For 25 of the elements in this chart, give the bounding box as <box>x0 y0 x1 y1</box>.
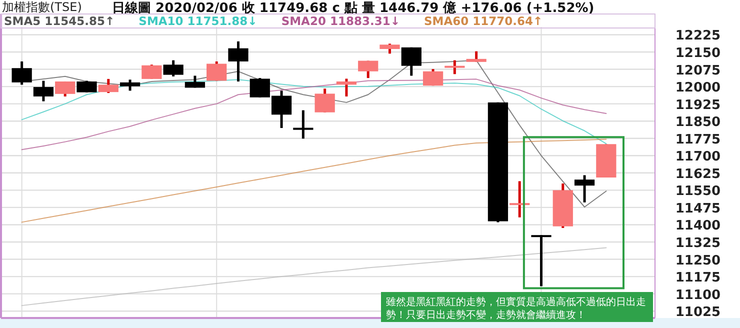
chart-subtitle: 日線圖 2020/02/06 收 11749.68 c 點 量 1446.79 億 +176.06 (+1.52%) <box>112 0 594 16</box>
y-tick-label: 11850 <box>675 115 721 130</box>
text: SMA5 11545.85↑ <box>4 14 115 28</box>
annotation: 雖然是黑紅黑紅的走勢，但實質是高過高低不過低的日出走勢！只要日出走勢不變，走勢就會繼續進攻！ <box>386 296 646 321</box>
y-tick-label: 11475 <box>675 201 721 216</box>
text: SMA10 11751.88↓ <box>138 14 258 28</box>
text: SMA20 11883.31↓ <box>281 14 400 28</box>
y-tick-label: 11775 <box>675 132 721 148</box>
y-tick-label: 11700 <box>675 150 721 165</box>
y-tick-label: 11175 <box>675 270 721 286</box>
y-tick-label: 11325 <box>675 236 721 251</box>
annotation: 雖然是黑紅黑紅的走勢，但實質是高過高低不過低的日出走勢！只要日出走勢不變，走勢就會繼續進攻！ <box>381 292 653 322</box>
y-tick-label: 11025 <box>675 305 721 320</box>
y-tick-label: 12225 <box>675 28 721 44</box>
y-tick-label: 12000 <box>675 80 721 96</box>
y-tick-label: 11400 <box>675 218 721 234</box>
y-tick-label: 11100 <box>675 288 721 303</box>
y-tick-label: 11250 <box>675 253 721 268</box>
y-tick-label: 11925 <box>675 98 721 113</box>
chart-title: 加權指數(TSE) <box>2 0 82 14</box>
y-tick-label: 11625 <box>675 166 721 182</box>
y-tick-label: 11550 <box>675 184 721 200</box>
text: SMA60 11770.64↑ <box>424 14 543 28</box>
y-tick-label: 12075 <box>675 63 721 78</box>
y-tick-label: 12150 <box>675 46 721 61</box>
